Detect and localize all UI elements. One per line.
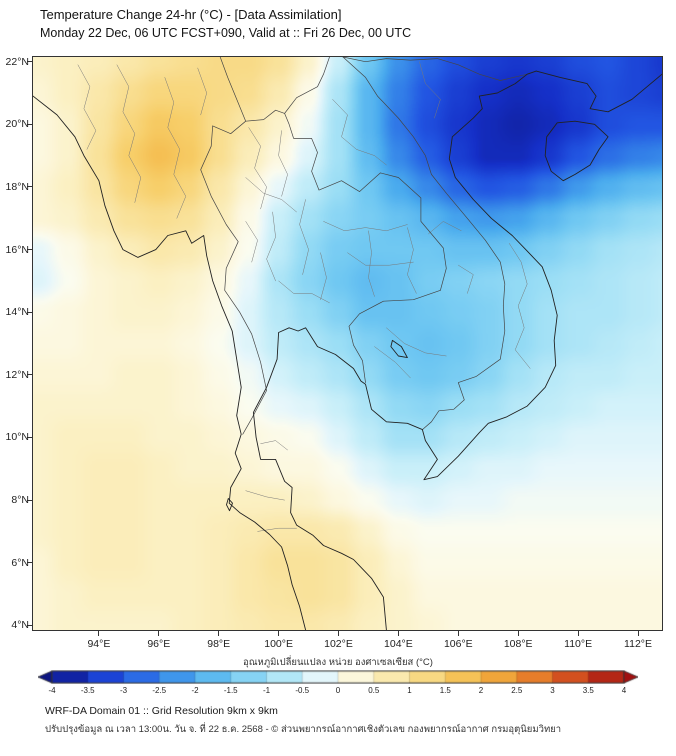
colorbar-tick-label: 1.5 [439,686,451,695]
y-axis-tick [27,624,32,626]
y-axis-label: 10°N [5,431,29,444]
x-axis-tick [338,631,339,636]
colorbar-tick-label: 0.5 [368,686,380,695]
x-axis-tick [577,631,579,636]
x-axis-label: 102°E [324,638,353,650]
colorbar-tick-label: 4 [621,686,627,695]
colorbar-tick-label: 2 [478,686,484,695]
y-axis-tick [27,436,32,438]
colorbar-tick-label: 1 [407,686,412,695]
y-axis-label: 14°N [5,306,29,319]
y-axis-label: 16°N [5,243,29,256]
x-axis-label: 98°E [207,638,231,650]
colorbar-tick-label: 2.5 [511,686,523,695]
x-axis-tick [457,631,459,636]
colorbar-canvas [38,670,638,684]
colorbar [38,670,638,684]
x-axis-label: 104°E [384,638,413,650]
colorbar-tick-label: -3 [119,686,128,695]
colorbar-tick-labels: -4 -3.5 -3 -2.5 -2 -1.5 -1 -0.5 0 0.5 1 1.5 2 2.5 3 3.5… [38,686,638,698]
x-axis-tick [98,631,100,636]
country-border-paths [200,57,528,435]
map-borders-overlay [33,57,662,630]
page-title: Temperature Change 24-hr (°C) - [Data As… [40,7,342,22]
x-axis-label: 108°E [503,638,533,650]
colorbar-tick-label: -2 [191,686,199,695]
y-axis-tick [27,61,32,63]
x-axis-label: 112°E [624,638,652,650]
x-axis-tick [218,631,220,636]
x-axis-tick [517,631,519,636]
x-axis-label: 100°E [264,638,293,650]
y-axis-label: 4°N [11,619,29,632]
y-axis-label: 6°N [11,556,29,569]
footer-domain-info: WRF-DA Domain 01 :: Grid Resolution 9km … [45,705,278,717]
y-axis-label: 12°N [5,368,29,381]
colorbar-tick-label: 3.5 [582,686,594,695]
y-axis-label: 8°N [11,494,29,507]
x-axis-tick [397,631,399,636]
colorbar-tick-label: -1 [262,686,271,695]
x-axis-label: 94°E [87,638,111,650]
x-axis-tick [278,631,280,636]
y-axis-tick [27,311,32,313]
map-plot-area [32,56,663,631]
temperature-heatmap-canvas [33,57,662,630]
colorbar-tick-label: -3.5 [80,686,95,695]
page-subtitle: Monday 22 Dec, 06 UTC FCST+090, Valid at… [40,26,412,40]
y-axis-label: 22°N [5,55,29,68]
colorbar-tick-label: -1.5 [223,686,238,695]
colorbar-tick-label: -2.5 [152,686,167,695]
y-axis-label: 20°N [5,118,29,131]
colorbar-tick-label: 0 [335,686,341,695]
y-axis-tick [27,249,32,251]
footer-update-info: ปรับปรุงข้อมูล ณ เวลา 13:00น. วัน จ. ที่… [45,724,562,735]
y-axis-label: 18°N [5,180,29,193]
x-axis-label: 96°E [147,638,171,650]
colorbar-tick-label: -4 [48,686,56,695]
colorbar-tick-label: -0.5 [295,686,310,695]
y-axis-tick [27,374,32,376]
y-axis-tick [27,186,32,188]
x-axis-label: 110°E [564,638,593,650]
province-border-paths [77,61,531,532]
y-axis-tick [27,562,32,564]
y-axis-tick [27,499,32,501]
x-axis-tick [158,631,160,636]
colorbar-title: อุณหภูมิเปลี่ยนแปลง หน่วย องศาเซลเซียส (… [243,657,433,668]
colorbar-tick-label: 3 [550,686,555,695]
coastline-paths [33,70,662,630]
x-axis-label: 106°E [443,638,473,650]
y-axis-tick [27,123,32,125]
x-axis-tick [637,631,639,636]
